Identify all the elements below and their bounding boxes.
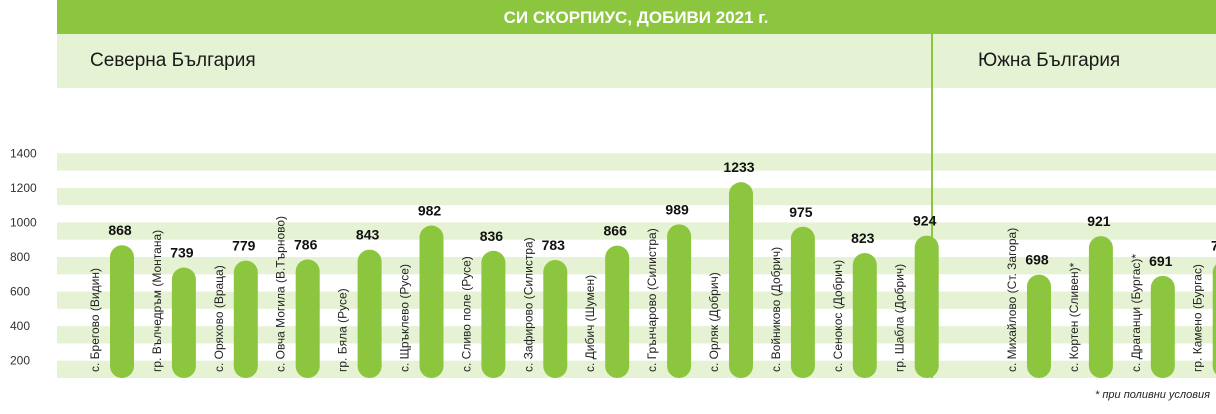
y-tick-label: 600 <box>10 285 30 299</box>
bar-value-label: 843 <box>356 227 380 243</box>
category-label: с. Дибич (Шумен) <box>583 275 597 372</box>
bar <box>171 267 196 378</box>
category-label: с. Драганци (Бургас)* <box>1129 254 1143 372</box>
y-tick-label: 800 <box>10 250 30 264</box>
category-label: с. Войниково (Добрич) <box>769 247 783 372</box>
bar-value-label: 989 <box>665 201 689 217</box>
chart-title: СИ СКОРПИУС, ДОБИВИ 2021 г. <box>504 8 769 27</box>
bar-value-label: 691 <box>1149 253 1173 269</box>
bar <box>1150 275 1175 378</box>
category-label: с. Оряхово (Враца) <box>212 265 226 372</box>
bar <box>233 260 258 378</box>
bar-value-label: 698 <box>1025 252 1049 268</box>
y-axis: 200 400 600 800 1000 1200 1400 <box>10 146 37 367</box>
category-label: с. Брегово (Видин) <box>88 268 102 372</box>
category-label: гр. Бяла (Русе) <box>336 288 350 372</box>
bar-value-label: 975 <box>789 204 813 220</box>
category-label: с. Сливо поле (Русе) <box>459 256 473 372</box>
grid-band <box>57 153 1216 171</box>
region-label-north: Северна България <box>90 50 256 71</box>
bar-value-label: 921 <box>1087 213 1111 229</box>
bar <box>667 224 692 378</box>
y-tick-label: 1000 <box>10 215 37 229</box>
bar <box>852 253 877 378</box>
bar <box>357 249 382 378</box>
category-label: с. Овча Могила (В.Търново) <box>274 216 288 372</box>
bar <box>729 182 753 378</box>
bar <box>481 250 506 378</box>
category-label: с. Зафирово (Силистра) <box>521 237 535 372</box>
category-label: с. Михайлово (Ст. Загора) <box>1005 228 1019 372</box>
bar-value-label: 836 <box>480 228 504 244</box>
footnote: * при поливни условия <box>1095 389 1210 401</box>
category-label: гр. Камено (Бургас) <box>1191 264 1205 372</box>
category-label: гр. Вълчедръм (Монтана) <box>150 230 164 372</box>
bar <box>1027 274 1051 378</box>
bar-value-label: 786 <box>294 236 318 252</box>
y-tick-label: 1400 <box>10 146 37 160</box>
grid-bands <box>57 153 1216 378</box>
bar-value-label: 739 <box>170 245 194 261</box>
title-banner <box>57 0 1216 34</box>
bar-value-label: 1233 <box>723 159 754 175</box>
y-tick-label: 200 <box>10 354 30 368</box>
bar <box>295 259 320 378</box>
bar <box>790 226 815 378</box>
bar <box>1088 236 1113 378</box>
bar-value-label: 924 <box>913 213 937 229</box>
bar-value-label: 866 <box>604 223 628 239</box>
category-label: гр. Шабла (Добрич) <box>893 264 907 372</box>
bar <box>543 259 568 378</box>
region-label-south: Южна България <box>978 50 1120 71</box>
bar-value-label: 982 <box>418 203 442 219</box>
bar <box>605 245 630 378</box>
category-label: с. Сенокос (Добрич) <box>831 260 845 372</box>
grid-band <box>57 222 1216 240</box>
bar-value-label: 868 <box>108 222 132 238</box>
category-label: с. Грънчарово (Силистра) <box>645 228 659 372</box>
category-label: с. Орляк (Добрич) <box>707 272 721 372</box>
bar <box>419 225 444 378</box>
bar <box>110 245 134 378</box>
bar <box>914 235 939 378</box>
bar <box>1212 264 1216 375</box>
y-tick-label: 400 <box>10 319 30 333</box>
category-label: с. Кортен (Сливен)* <box>1067 262 1081 372</box>
y-tick-label: 1200 <box>10 181 37 195</box>
bar-value-label: 823 <box>851 230 875 246</box>
bar-value-label: 779 <box>1211 238 1216 254</box>
bar-value-label: 779 <box>232 238 256 254</box>
grid-band <box>57 187 1216 206</box>
region-header-band <box>57 34 1216 88</box>
bar-value-label: 783 <box>542 237 566 253</box>
bars: 868 с. Брегово (Видин) 739 гр. Вълчедръм (М… <box>88 159 1216 378</box>
category-label: с. Щръклево (Русе) <box>398 264 412 372</box>
